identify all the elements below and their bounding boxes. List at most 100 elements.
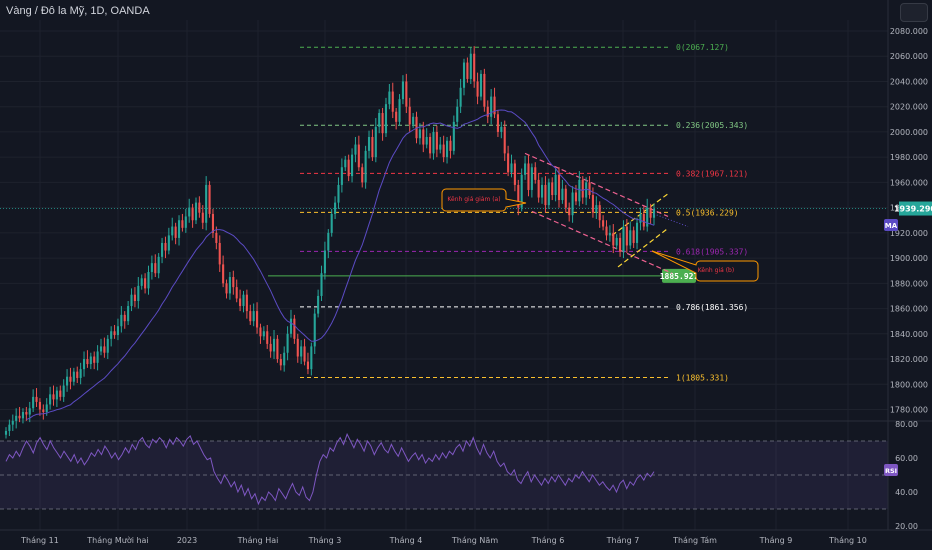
candle [425,136,428,145]
candle [418,129,421,139]
candle [435,131,438,150]
rsi-label: RSI [885,467,897,475]
candle [144,278,147,289]
candle [249,311,252,322]
candle [283,352,286,366]
candle [320,273,323,296]
candle [388,91,391,105]
candle [225,283,228,294]
time-tick-label: Tháng 7 [606,536,640,545]
fib-levels: 0(2067.127) 0.236(2005.343) 0.382(1967.121… [0,43,888,383]
candle [344,159,347,168]
candle [415,116,418,139]
candle [534,167,537,180]
candle [524,163,527,175]
candle [354,144,357,155]
channel-a-lower [531,210,673,274]
candle [422,129,425,145]
candle [602,220,605,227]
candle [340,167,343,185]
candle [469,53,472,79]
candle [228,277,231,294]
candle [232,277,235,288]
candle [622,226,625,252]
candle [642,213,645,227]
rsi-tick-label: 60.00 [895,454,918,463]
candle [76,371,79,378]
candle [106,338,109,353]
candle [116,326,120,336]
time-tick-label: Tháng 10 [828,536,867,545]
candle [557,174,561,201]
annotations: Kênh giá giảm (a) Kênh giá (b) [441,188,759,282]
time-axis[interactable]: Tháng 11 Tháng Mười hai 2023 Tháng Hai Tháng… [0,529,932,545]
candle [93,356,96,363]
candle [188,207,191,217]
candle [547,182,550,206]
candle [490,96,493,117]
candle [476,81,479,97]
candle [445,140,449,158]
candle [540,184,544,198]
candle [32,396,35,409]
candle [96,351,99,363]
candle [103,346,106,353]
time-tick-label: Tháng 9 [759,536,793,545]
candle [625,226,628,246]
candle [66,376,69,386]
price-tick-label: 2040.000 [890,77,928,86]
candle [218,242,221,265]
candle [123,314,126,322]
candle [564,188,567,208]
candle [272,338,276,352]
candle [99,346,103,352]
candle [15,415,18,421]
candle [89,356,92,365]
candle [442,144,445,158]
price-tick-label: 1960.000 [890,178,928,187]
price-tick-label: 1860.000 [890,305,928,314]
candle [371,136,374,158]
candle [585,182,588,198]
candle [479,73,483,97]
candle [52,394,55,400]
candle [35,396,38,402]
candle [266,331,269,344]
candle [408,106,411,125]
candle [245,294,248,312]
candle [42,409,45,413]
candle [79,369,82,378]
ma-projection [653,213,689,228]
price-tick-label: 1780.000 [890,406,928,415]
candle [306,361,309,370]
candle [276,338,279,360]
time-tick-label: Tháng Năm [451,536,498,545]
candle [256,311,259,328]
candle [130,294,133,307]
price-tick-label: 2000.000 [890,128,928,137]
candle [608,232,611,236]
candle [619,237,622,252]
fib-label: 0.618(1905.337) [676,247,748,256]
candle [374,126,377,158]
candle [364,150,367,183]
candle [483,73,486,107]
rsi-badge [884,464,898,476]
price-axis[interactable]: 2080.000 2060.000 2040.000 2020.000 2000.000… [884,0,932,531]
candle [507,153,510,173]
candle [510,163,513,173]
candle [147,271,150,289]
candle [133,294,136,301]
time-tick-label: 2023 [177,536,197,545]
candle [161,242,164,257]
rsi-line [5,432,655,506]
candle [615,237,618,246]
candle [205,184,208,223]
price-tick-label: 2020.000 [890,103,928,112]
fib-label: 0(2067.127) [676,43,729,52]
toolbar-button[interactable] [900,3,928,22]
candle [439,144,442,150]
candle [69,376,72,382]
candle [174,226,177,238]
